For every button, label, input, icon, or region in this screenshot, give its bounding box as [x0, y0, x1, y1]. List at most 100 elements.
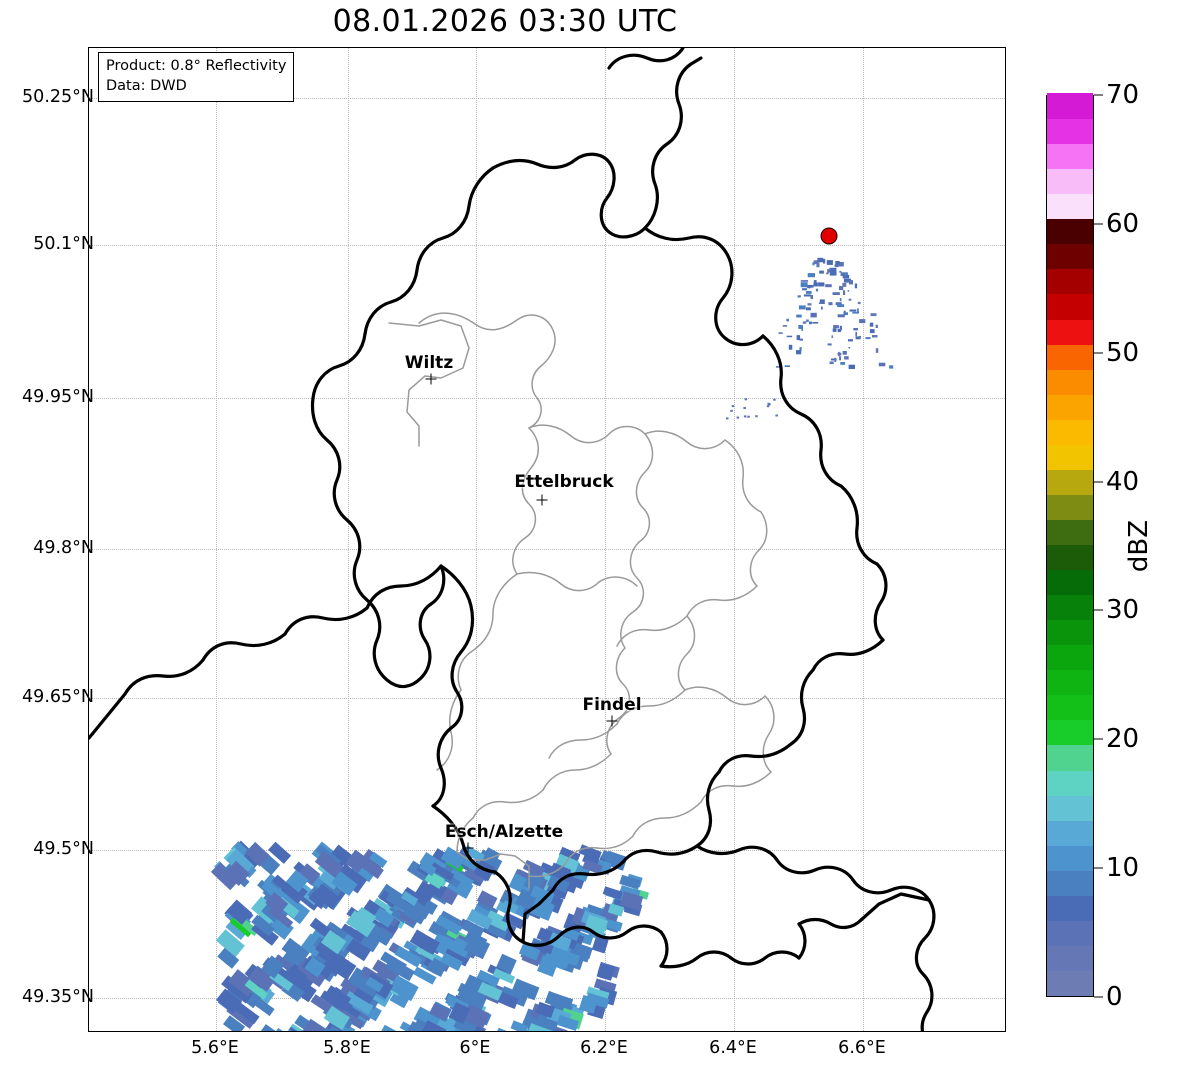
- radar-echo-cell: [257, 910, 277, 929]
- radar-echo-cell: [436, 862, 465, 888]
- gridline-vertical: [863, 48, 864, 1031]
- radar-echo-cell: [766, 405, 770, 408]
- radar-echo-cell: [778, 332, 783, 334]
- radar-echo-cell: [407, 1021, 433, 1031]
- radar-echo-cell: [869, 322, 874, 327]
- radar-echo-cell: [343, 852, 365, 871]
- radar-echo-cell: [565, 940, 593, 963]
- radar-echo-cell: [818, 282, 825, 287]
- radar-echo-cell: [540, 928, 563, 950]
- radar-echo-cell: [228, 969, 258, 997]
- radar-echo-cell: [403, 900, 429, 925]
- radar-echo-cell: [611, 898, 631, 912]
- gridline-vertical: [216, 48, 217, 1031]
- radar-echo-cell: [264, 895, 292, 922]
- radar-echo-cell: [323, 932, 348, 954]
- radar-echo-cell: [289, 1027, 298, 1031]
- radar-echo-cell: [399, 909, 418, 926]
- x-axis-tick-label: 6.2°E: [580, 1038, 628, 1058]
- radar-echo-cell: [389, 989, 410, 1009]
- radar-echo-cell: [350, 924, 382, 953]
- radar-echo-cell: [547, 874, 570, 893]
- radar-echo-cell: [316, 878, 342, 902]
- radar-echo-cell: [556, 1014, 579, 1031]
- radar-echo-cell: [375, 915, 401, 939]
- radar-echo-cell: [318, 880, 346, 907]
- radar-echo-cell: [281, 953, 315, 984]
- radar-echo-cell: [530, 885, 555, 905]
- radar-echo-cell: [837, 304, 845, 308]
- radar-echo-cell: [358, 914, 383, 939]
- radar-echo-cell: [216, 988, 243, 1014]
- radar-echo-cell: [588, 928, 606, 941]
- radar-echo-cell: [806, 291, 812, 294]
- radar-echo-cell: [276, 1027, 283, 1031]
- radar-echo-cell: [370, 897, 391, 917]
- radar-echo-cell: [554, 873, 579, 894]
- radar-echo-cell: [362, 899, 386, 921]
- radar-echo-cell: [312, 936, 341, 961]
- radar-echo-cell: [430, 933, 458, 959]
- radar-echo-cell: [321, 866, 342, 886]
- radar-echo-cell: [596, 986, 618, 1006]
- radar-echo-cell: [821, 306, 823, 310]
- radar-echo-cell: [834, 357, 837, 362]
- colorbar-tick-label: 70: [1106, 80, 1140, 110]
- radar-echo-cell: [244, 979, 266, 999]
- radar-echo-cell: [528, 877, 553, 899]
- radar-echo-cell: [444, 992, 462, 1007]
- radar-echo-cell: [541, 887, 561, 906]
- radar-echo-cell: [430, 862, 455, 882]
- radar-echo-cell: [496, 895, 515, 915]
- radar-echo-cell: [423, 951, 451, 972]
- radar-echo-cell: [835, 261, 840, 265]
- radar-echo-cell: [597, 906, 619, 928]
- colorbar-tick-label: 60: [1106, 208, 1140, 239]
- radar-echo-cell: [429, 871, 448, 888]
- radar-echo-cell: [530, 1003, 556, 1024]
- radar-echo-cell: [280, 877, 308, 904]
- city-label: Findel: [582, 695, 642, 715]
- radar-echo-cell: [475, 854, 500, 873]
- radar-echo-cell: [842, 274, 850, 279]
- radar-echo-cell: [546, 879, 570, 900]
- radar-echo-cell: [482, 918, 504, 939]
- radar-echo-cell: [416, 858, 442, 882]
- radar-echo-cell: [355, 906, 377, 926]
- colorbar-segment: [1047, 895, 1093, 921]
- radar-echo-cell: [447, 997, 476, 1017]
- radar-echo-cell: [357, 966, 391, 996]
- colorbar-tick-label: 50: [1106, 337, 1140, 368]
- colorbar[interactable]: [1046, 93, 1094, 997]
- radar-echo-cell: [843, 272, 848, 276]
- radar-echo-cell: [829, 361, 834, 365]
- radar-echo-cell: [485, 917, 505, 936]
- radar-station-marker[interactable]: [820, 227, 838, 245]
- radar-echo-cell: [522, 887, 548, 911]
- colorbar-segment: [1047, 243, 1093, 270]
- radar-echo-cell: [447, 1011, 468, 1029]
- radar-echo-cell: [251, 896, 280, 924]
- radar-echo-cell: [767, 402, 770, 405]
- gridline-horizontal: [89, 549, 1005, 550]
- radar-echo-cell: [261, 955, 285, 979]
- radar-echo-cell: [562, 927, 580, 941]
- colorbar-segment: [1047, 118, 1093, 145]
- radar-echo-cell: [806, 307, 811, 311]
- radar-echo-cell: [542, 925, 563, 947]
- radar-echo-cell: [368, 900, 393, 923]
- radar-echo-cell: [510, 1020, 529, 1031]
- radar-echo-cell: [462, 856, 485, 875]
- radar-map-plot[interactable]: Wiltz Ettelbruck Findel Esch/Alzette: [88, 47, 1006, 1032]
- radar-echo-cell: [394, 898, 416, 917]
- radar-echo-cell: [802, 321, 807, 324]
- radar-echo-cell: [273, 954, 293, 971]
- radar-echo-cell: [442, 858, 465, 880]
- colorbar-tick-mark: [1094, 352, 1103, 354]
- radar-echo-cell: [315, 844, 342, 868]
- radar-echo-cell: [799, 338, 803, 341]
- radar-echo-cell: [381, 1024, 397, 1031]
- colorbar-segment: [1047, 193, 1093, 220]
- radar-echo-cell: [545, 1023, 568, 1031]
- radar-echo-cell: [854, 283, 858, 289]
